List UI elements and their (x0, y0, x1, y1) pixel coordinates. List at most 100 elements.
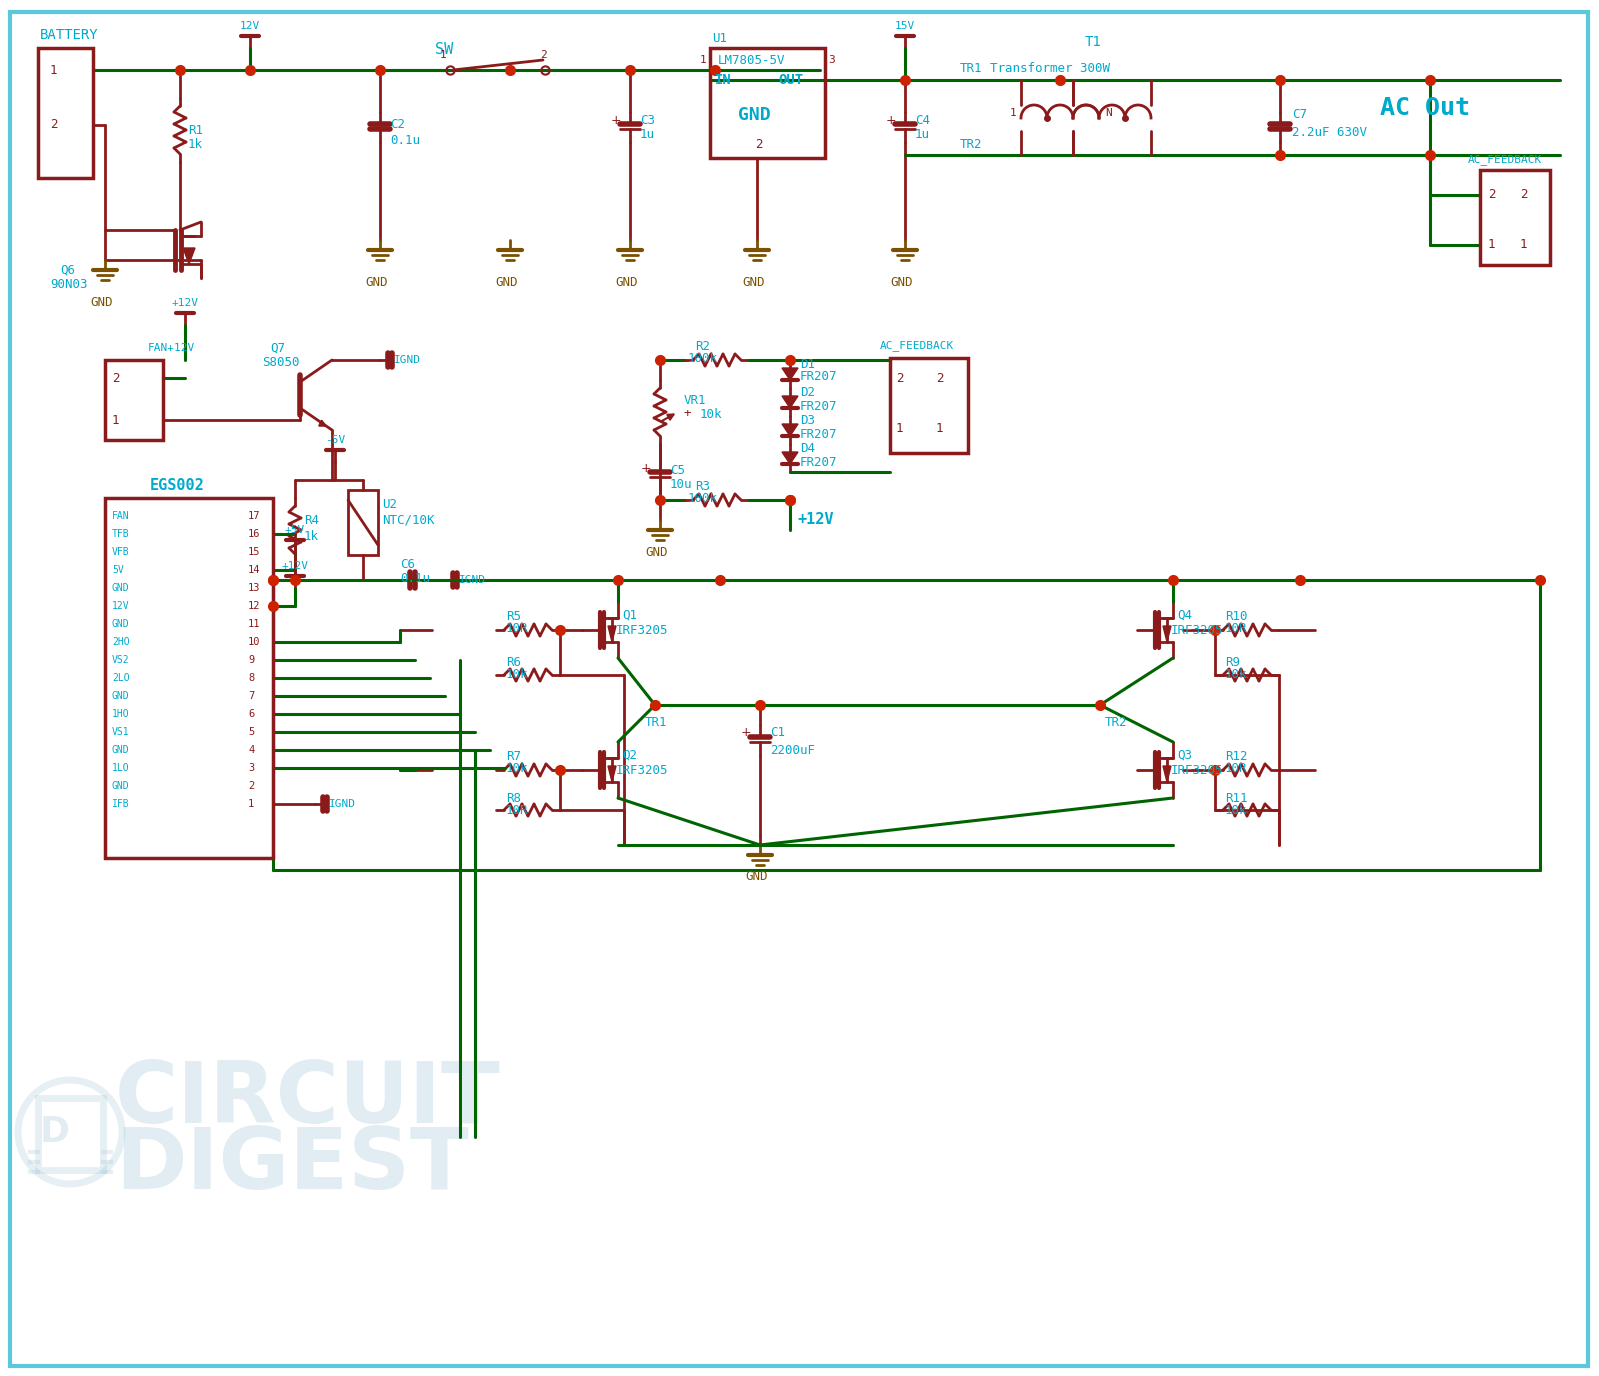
Text: VS1: VS1 (112, 727, 130, 738)
Bar (38, 1098, 102, 1170)
Text: OUT: OUT (779, 73, 803, 87)
Text: 100k: 100k (688, 493, 718, 505)
Text: +: + (641, 461, 651, 475)
Text: IFB: IFB (112, 799, 130, 809)
Text: IGND: IGND (459, 575, 486, 585)
Text: 1: 1 (895, 421, 903, 435)
Text: GND: GND (112, 583, 130, 593)
Text: 5V: 5V (112, 566, 123, 575)
Text: R12: R12 (1225, 750, 1247, 762)
Text: +12V: +12V (171, 299, 198, 308)
Text: +5V: +5V (285, 526, 305, 535)
Text: U2: U2 (382, 498, 397, 512)
Text: 1: 1 (248, 799, 254, 809)
Text: Q4: Q4 (1177, 608, 1191, 622)
Text: R9: R9 (1225, 655, 1239, 669)
Text: D2: D2 (800, 385, 815, 399)
Text: R3: R3 (696, 479, 710, 493)
Text: 2: 2 (895, 372, 903, 384)
Text: EGS002: EGS002 (150, 479, 205, 494)
Text: CIRCUIT: CIRCUIT (115, 1058, 500, 1142)
Text: GND: GND (112, 782, 130, 791)
Text: 1: 1 (50, 63, 58, 77)
Text: 8: 8 (248, 673, 254, 682)
Text: 12: 12 (248, 601, 261, 611)
Text: 2: 2 (50, 118, 58, 132)
Text: +12V: +12V (798, 512, 835, 527)
Bar (891, 358, 967, 453)
Text: 13: 13 (248, 583, 261, 593)
Text: FR207: FR207 (800, 455, 838, 468)
Text: GND: GND (616, 275, 638, 289)
Text: 1k: 1k (304, 530, 318, 542)
Text: D: D (40, 1115, 70, 1149)
Text: 90N03: 90N03 (50, 278, 88, 292)
Text: C1: C1 (771, 727, 785, 739)
Text: 1: 1 (1489, 238, 1495, 252)
Text: GND: GND (745, 871, 768, 883)
Text: -5V: -5V (325, 435, 345, 444)
Text: 1u: 1u (640, 128, 656, 142)
Text: C7: C7 (1292, 109, 1306, 121)
Text: 10: 10 (248, 637, 261, 647)
Bar (38, 48, 93, 178)
Text: TR2: TR2 (959, 139, 982, 151)
Text: C5: C5 (670, 464, 684, 476)
Text: +12V: +12V (281, 561, 309, 571)
Text: DIGEST: DIGEST (115, 1123, 469, 1207)
Text: IRF3205: IRF3205 (616, 764, 668, 776)
Text: C6: C6 (400, 559, 416, 571)
Text: AC_FEEDBACK: AC_FEEDBACK (1468, 154, 1543, 165)
Text: TFB: TFB (112, 528, 130, 539)
Polygon shape (782, 424, 798, 436)
Text: 2: 2 (935, 372, 943, 384)
Text: 2: 2 (1489, 189, 1495, 201)
Text: VR1: VR1 (684, 394, 707, 406)
Text: D1: D1 (800, 358, 815, 370)
Polygon shape (182, 248, 195, 264)
Text: 2: 2 (248, 782, 254, 791)
Bar (710, 48, 825, 158)
Text: 1k: 1k (189, 139, 203, 151)
Text: GND: GND (739, 106, 771, 124)
Text: IGND: IGND (329, 799, 357, 809)
Text: SW: SW (435, 43, 453, 58)
Text: FR207: FR207 (800, 370, 838, 384)
Text: Transformer 300W: Transformer 300W (990, 62, 1110, 74)
Text: 1: 1 (1011, 107, 1017, 118)
Text: C4: C4 (915, 113, 931, 127)
Text: R10: R10 (1225, 610, 1247, 622)
Text: 9: 9 (248, 655, 254, 665)
Text: Q2: Q2 (622, 749, 636, 761)
Text: R2: R2 (696, 340, 710, 352)
Polygon shape (782, 367, 798, 380)
Text: 1: 1 (112, 414, 120, 427)
Text: 1: 1 (935, 421, 943, 435)
Text: 0.1u: 0.1u (400, 571, 430, 585)
Polygon shape (608, 626, 616, 643)
Text: 2: 2 (540, 50, 547, 61)
Text: IRF3205: IRF3205 (1170, 623, 1223, 637)
Text: 10k: 10k (505, 762, 529, 776)
Text: 2: 2 (112, 372, 120, 384)
Text: BATTERY: BATTERY (40, 28, 99, 43)
Text: 1: 1 (440, 50, 446, 61)
Bar (106, 361, 163, 440)
Text: C2: C2 (390, 118, 405, 132)
Text: T1: T1 (1086, 34, 1102, 50)
Polygon shape (782, 396, 798, 409)
Text: AC Out: AC Out (1380, 96, 1469, 120)
Text: FAN: FAN (112, 510, 130, 522)
Text: 0.1u: 0.1u (390, 133, 421, 146)
Text: Q3: Q3 (1177, 749, 1191, 761)
Text: FAN+12V: FAN+12V (149, 343, 195, 354)
Text: GND: GND (644, 545, 667, 559)
Text: N: N (1105, 107, 1111, 118)
Text: 11: 11 (248, 619, 261, 629)
Text: 2: 2 (1521, 189, 1527, 201)
Text: 10k: 10k (505, 669, 529, 681)
Text: LM7805-5V: LM7805-5V (718, 54, 785, 66)
Text: 6: 6 (248, 709, 254, 720)
Text: S8050: S8050 (262, 355, 299, 369)
Text: 2200uF: 2200uF (771, 743, 815, 757)
